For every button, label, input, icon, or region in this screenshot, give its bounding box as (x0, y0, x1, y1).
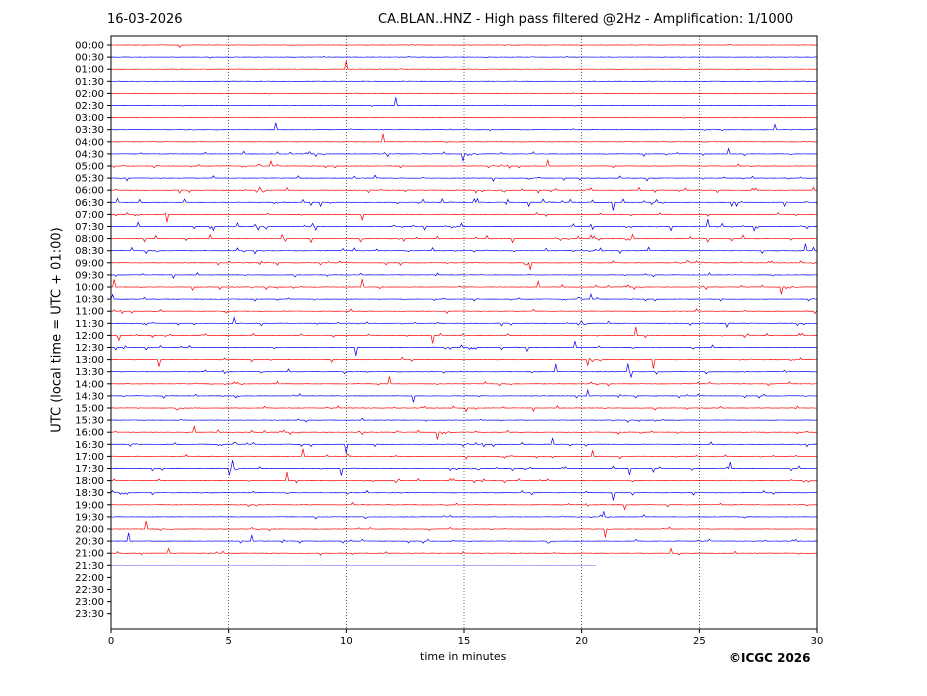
copyright-label: ©ICGC 2026 (729, 651, 811, 665)
trace-1530 (110, 417, 818, 423)
y-tick-label: 22:00 (75, 573, 104, 584)
trace-group (110, 43, 818, 566)
trace-1130 (110, 316, 818, 328)
trace-0530 (110, 174, 818, 182)
y-axis-label: UTC (local time = UTC + 01:00) (49, 227, 65, 433)
y-tick-label: 19:30 (75, 512, 104, 523)
trace-1730 (110, 460, 818, 476)
y-tick-label: 04:30 (75, 149, 104, 160)
trace-0730 (110, 218, 818, 232)
trace-0500 (110, 158, 818, 169)
x-tick-label: 20 (575, 636, 588, 647)
x-axis-label: time in minutes (420, 650, 507, 663)
chart-title: CA.BLAN..HNZ - High pass filtered @2Hz -… (378, 12, 794, 27)
y-tick-label: 10:00 (75, 283, 104, 294)
trace-0700 (110, 212, 818, 223)
y-tick-label: 20:00 (75, 525, 104, 536)
y-tick-label: 08:00 (75, 234, 104, 245)
vertical-grid (228, 36, 700, 629)
trace-0630 (110, 197, 818, 211)
y-tick-label: 03:30 (75, 125, 104, 136)
y-tick-label: 02:30 (75, 101, 104, 112)
y-tick-label: 07:00 (75, 210, 104, 221)
y-tick-label: 12:00 (75, 331, 104, 342)
y-tick-label: 15:30 (75, 416, 104, 427)
trace-1200 (110, 326, 818, 344)
y-tick-label: 11:30 (75, 319, 104, 330)
x-tick-label: 30 (811, 636, 824, 647)
y-tick-label: 05:30 (75, 174, 104, 185)
x-tick-group: 0 5 10 15 20 25 30 (108, 629, 824, 647)
y-tick-label: 14:00 (75, 379, 104, 390)
y-tick-label: 04:00 (75, 137, 104, 148)
y-tick-label: 08:30 (75, 246, 104, 257)
trace-1300 (110, 356, 818, 369)
y-tick-label: 02:00 (75, 89, 104, 100)
trace-0900 (110, 260, 818, 270)
y-tick-label: 00:00 (75, 41, 104, 52)
y-tick-label: 13:00 (75, 355, 104, 366)
y-tick-label: 11:00 (75, 307, 104, 318)
trace-1100 (110, 308, 818, 315)
y-tick-label: 18:00 (75, 476, 104, 487)
y-tick-group: 00:0000:3001:0001:3002:0002:3003:0003:30… (75, 41, 111, 620)
trace-0600 (110, 186, 818, 194)
y-tick-label: 06:30 (75, 198, 104, 209)
y-tick-label: 12:30 (75, 343, 104, 354)
y-tick-label: 23:30 (75, 609, 104, 620)
trace-1330 (110, 363, 818, 379)
y-tick-label: 16:00 (75, 428, 104, 439)
y-tick-label: 23:00 (75, 597, 104, 608)
y-tick-label: 03:00 (75, 113, 104, 124)
y-tick-label: 21:00 (75, 549, 104, 560)
trace-0930 (110, 272, 818, 280)
y-tick-label: 00:30 (75, 53, 104, 64)
trace-1030 (110, 293, 818, 302)
y-tick-label: 05:00 (75, 162, 104, 173)
y-tick-label: 09:30 (75, 270, 104, 281)
trace-1900 (110, 501, 818, 511)
y-tick-label: 19:00 (75, 500, 104, 511)
trace-0800 (110, 233, 818, 244)
trace-0830 (110, 243, 818, 255)
y-tick-label: 17:30 (75, 464, 104, 475)
x-tick-label: 15 (458, 636, 471, 647)
x-tick-label: 25 (693, 636, 706, 647)
y-tick-label: 21:30 (75, 561, 104, 572)
y-tick-label: 14:30 (75, 391, 104, 402)
y-tick-label: 16:30 (75, 440, 104, 451)
trace-2100 (110, 547, 818, 556)
trace-0230 (110, 97, 818, 107)
y-tick-label: 22:30 (75, 585, 104, 596)
y-tick-label: 01:00 (75, 65, 104, 76)
x-tick-label: 0 (108, 636, 114, 647)
y-tick-label: 13:30 (75, 367, 104, 378)
y-tick-label: 15:00 (75, 404, 104, 415)
x-tick-label: 10 (340, 636, 353, 647)
y-tick-label: 01:30 (75, 77, 104, 88)
y-tick-label: 06:00 (75, 186, 104, 197)
date-label: 16-03-2026 (107, 12, 183, 27)
y-tick-label: 07:30 (75, 222, 104, 233)
y-tick-label: 10:30 (75, 295, 104, 306)
trace-1430 (110, 388, 818, 403)
y-tick-label: 20:30 (75, 537, 104, 548)
x-tick-label: 5 (225, 636, 231, 647)
trace-1230 (111, 341, 818, 356)
trace-1400 (110, 376, 818, 387)
y-tick-label: 09:00 (75, 258, 104, 269)
y-tick-label: 18:30 (75, 488, 104, 499)
trace-1930 (110, 510, 818, 520)
trace-1000 (110, 278, 818, 295)
trace-2030 (110, 532, 818, 544)
trace-0100 (110, 60, 818, 71)
y-tick-label: 17:00 (75, 452, 104, 463)
